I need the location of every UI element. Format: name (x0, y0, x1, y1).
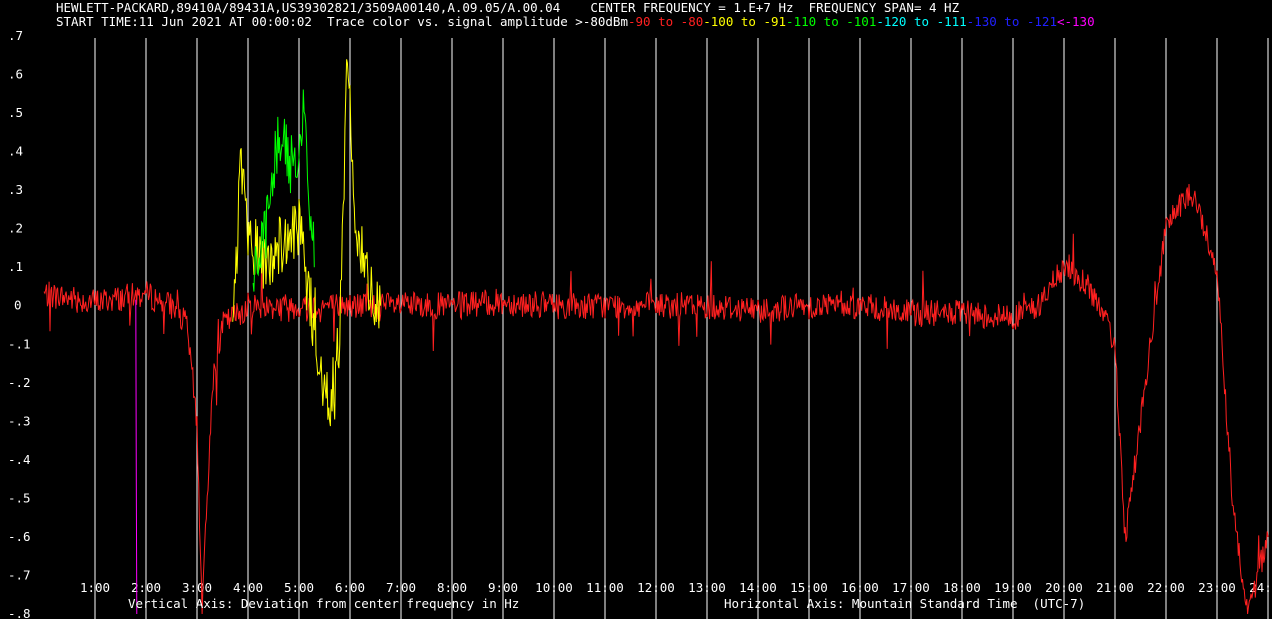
frequency-span: FREQUENCY SPAN= 4 HZ (808, 0, 960, 15)
y-tick-label: .5 (8, 105, 23, 120)
y-tick-label: .7 (8, 28, 23, 43)
x-tick-label: 16:00 (841, 580, 879, 595)
y-tick-label: .4 (8, 144, 23, 159)
y-tick-label: -.7 (8, 567, 31, 582)
trace-series (252, 89, 315, 292)
x-tick-label: 2:00 (131, 580, 161, 595)
legend-entry: -100 to -91 (703, 14, 787, 29)
x-tick-label: 3:00 (182, 580, 212, 595)
y-tick-labels: .7 .6 .5 .4 .3 .2 .1 0 -.1 -.2 -.3 -.4 -.5 -.6 -.7 -.8 (8, 28, 31, 619)
x-tick-label: 10:00 (535, 580, 573, 595)
amplitude-legend: >-80dBm-90 to -80-100 to -91-110 to -101… (575, 14, 1094, 29)
y-tick-label: -.6 (8, 529, 31, 544)
x-tick-label: 19:00 (994, 580, 1032, 595)
x-tick-label: 12:00 (637, 580, 675, 595)
x-tick-label: 1:00 (80, 580, 110, 595)
vertical-axis-caption: Vertical Axis: Deviation from center fre… (128, 596, 520, 611)
instrument-header: HEWLETT-PACKARD,89410A/89431A,US39302821… (56, 1, 959, 15)
x-tick-label: 7:00 (386, 580, 416, 595)
y-tick-label: .2 (8, 221, 23, 236)
y-tick-label: 0 (14, 298, 22, 313)
y-tick-label: .6 (8, 67, 23, 82)
x-tick-label: 11:00 (586, 580, 624, 595)
x-tick-label: 13:00 (688, 580, 726, 595)
legend-entry: -90 to -80 (627, 14, 704, 29)
x-tick-label: 18:00 (943, 580, 981, 595)
y-tick-label: -.3 (8, 413, 31, 428)
y-tick-label: .3 (8, 182, 23, 197)
x-tick-label: 6:00 (335, 580, 365, 595)
x-tick-label: 20:00 (1045, 580, 1083, 595)
x-tick-label: 9:00 (488, 580, 518, 595)
y-tick-label: .1 (8, 259, 23, 274)
y-tick-label: -.5 (8, 490, 31, 505)
legend-entry: -110 to -101 (786, 14, 877, 29)
y-tick-label: -.8 (8, 606, 31, 619)
trace-series (232, 59, 382, 427)
legend-entry: -120 to -111 (876, 14, 967, 29)
legend-entry: -130 to -121 (966, 14, 1057, 29)
legend-title: Trace color vs. signal amplitude (326, 14, 568, 29)
start-time: START TIME:11 Jun 2021 AT 00:00:02 (56, 14, 312, 29)
x-tick-label: 21:00 (1096, 580, 1134, 595)
vertical-grid-lines (94, 38, 1269, 619)
x-tick-label: 23:00 (1198, 580, 1236, 595)
instrument-id: HEWLETT-PACKARD,89410A/89431A,US39302821… (56, 0, 561, 15)
x-tick-label: 8:00 (437, 580, 467, 595)
legend-entry: >-80dBm (575, 14, 628, 29)
horizontal-axis-caption: Horizontal Axis: Mountain Standard Time … (724, 596, 1086, 611)
x-tick-label: 4:00 (233, 580, 263, 595)
y-tick-label: -.2 (8, 375, 31, 390)
x-tick-label: 17:00 (892, 580, 930, 595)
center-frequency: CENTER FREQUENCY = 1.E+7 Hz (590, 0, 794, 15)
x-tick-label: 5:00 (284, 580, 314, 595)
trace-series (135, 299, 138, 615)
x-tick-label: 14:00 (739, 580, 777, 595)
legend-entry: <-130 (1056, 14, 1095, 29)
x-tick-label: 22:00 (1147, 580, 1185, 595)
y-tick-label: -.4 (8, 452, 31, 467)
frequency-deviation-traces (43, 59, 1269, 615)
start-time-legend-row: START TIME:11 Jun 2021 AT 00:00:02 Trace… (56, 15, 1095, 29)
trace-series (43, 183, 1269, 615)
x-tick-label: 15:00 (790, 580, 828, 595)
x-tick-labels: 1:00 2:00 3:00 4:00 5:00 6:00 7:00 8:00 9:00 10:0… (80, 580, 1272, 595)
y-tick-label: -.1 (8, 336, 31, 351)
